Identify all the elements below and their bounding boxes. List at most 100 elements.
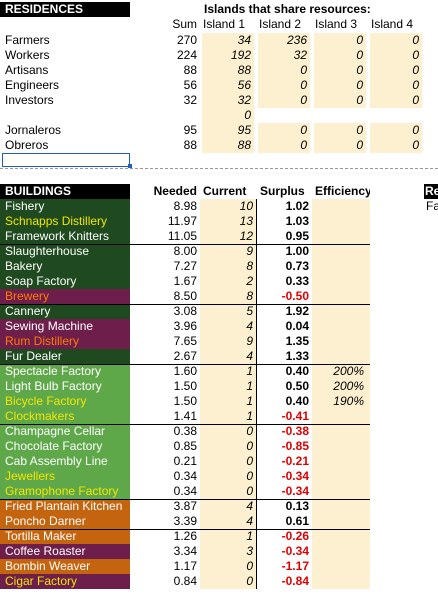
- building-name[interactable]: Cannery: [0, 304, 130, 319]
- building-current[interactable]: 10: [200, 199, 256, 214]
- island-4-count[interactable]: [370, 108, 422, 123]
- building-current[interactable]: 1: [200, 394, 256, 409]
- building-surplus[interactable]: 0.04: [256, 319, 312, 334]
- building-efficiency[interactable]: [312, 274, 370, 289]
- island-3-count[interactable]: 0: [314, 123, 366, 138]
- building-efficiency[interactable]: [312, 424, 370, 439]
- residence-sum[interactable]: [130, 108, 200, 123]
- building-current[interactable]: 9: [200, 334, 256, 349]
- building-surplus[interactable]: -0.50: [256, 289, 312, 304]
- building-surplus[interactable]: 0.95: [256, 229, 312, 244]
- island-1-count[interactable]: 32: [202, 93, 254, 108]
- building-needed[interactable]: 3.08: [173, 304, 197, 318]
- building-name[interactable]: Fur Dealer: [0, 349, 130, 364]
- building-efficiency[interactable]: [312, 544, 370, 559]
- selected-cell[interactable]: [2, 153, 130, 167]
- residence-name[interactable]: Investors: [5, 93, 54, 107]
- island-3-count[interactable]: 0: [314, 33, 366, 48]
- building-surplus[interactable]: 1.00: [256, 244, 312, 259]
- building-efficiency[interactable]: [312, 484, 370, 499]
- building-surplus[interactable]: -0.34: [256, 484, 312, 499]
- building-surplus[interactable]: 1.33: [256, 349, 312, 364]
- building-needed[interactable]: 3.87: [173, 499, 197, 513]
- building-surplus[interactable]: 0.61: [256, 514, 312, 529]
- building-efficiency[interactable]: [312, 409, 370, 424]
- island-4-count[interactable]: 0: [370, 63, 422, 78]
- island-2-count[interactable]: 32: [258, 48, 310, 63]
- building-needed[interactable]: 7.65: [173, 334, 197, 348]
- building-efficiency[interactable]: [312, 304, 370, 319]
- building-efficiency[interactable]: [312, 289, 370, 304]
- residence-name[interactable]: Obreros: [5, 138, 49, 152]
- residence-name[interactable]: Farmers: [5, 33, 50, 47]
- building-name[interactable]: Bakery: [0, 259, 130, 274]
- island-2-count[interactable]: 0: [258, 123, 310, 138]
- building-efficiency[interactable]: [312, 499, 370, 514]
- island-3-count[interactable]: 0: [314, 138, 366, 153]
- island-4-count[interactable]: 0: [370, 93, 422, 108]
- island-4-count[interactable]: 0: [370, 78, 422, 93]
- building-current[interactable]: 0: [200, 574, 256, 589]
- building-surplus[interactable]: -1.17: [256, 559, 312, 574]
- residence-sum[interactable]: 32: [183, 93, 197, 107]
- building-name[interactable]: Bicycle Factory: [0, 394, 130, 409]
- building-current[interactable]: 0: [200, 559, 256, 574]
- building-name[interactable]: Brewery: [0, 289, 130, 304]
- building-current[interactable]: 12: [200, 229, 256, 244]
- building-efficiency[interactable]: [312, 244, 370, 259]
- building-surplus[interactable]: 1.92: [256, 304, 312, 319]
- building-needed[interactable]: 0.34: [173, 469, 197, 483]
- building-name[interactable]: Cab Assembly Line: [0, 454, 130, 469]
- building-needed[interactable]: 8.00: [173, 244, 197, 258]
- island-3-count[interactable]: [314, 108, 366, 123]
- building-surplus[interactable]: -0.84: [256, 574, 312, 589]
- building-needed[interactable]: 8.98: [173, 199, 197, 213]
- residence-name[interactable]: Artisans: [5, 63, 49, 77]
- building-current[interactable]: 13: [200, 214, 256, 229]
- building-surplus[interactable]: -0.34: [256, 469, 312, 484]
- island-4-count[interactable]: 0: [370, 33, 422, 48]
- building-efficiency[interactable]: [312, 559, 370, 574]
- island-2-count[interactable]: 0: [258, 63, 310, 78]
- building-name[interactable]: Poncho Darner: [0, 514, 130, 529]
- building-needed[interactable]: 7.27: [173, 259, 197, 273]
- building-name[interactable]: Light Bulb Factory: [0, 379, 130, 394]
- building-needed[interactable]: 11.97: [167, 214, 197, 228]
- building-surplus[interactable]: -0.38: [256, 424, 312, 439]
- residence-name[interactable]: Engineers: [5, 78, 60, 92]
- building-name[interactable]: Tortilla Maker: [0, 529, 130, 544]
- building-surplus[interactable]: 0.13: [256, 499, 312, 514]
- building-surplus[interactable]: 0.40: [256, 364, 312, 379]
- building-efficiency[interactable]: [312, 469, 370, 484]
- island-2-count[interactable]: 0: [258, 78, 310, 93]
- building-current[interactable]: 8: [200, 259, 256, 274]
- building-current[interactable]: 4: [200, 499, 256, 514]
- building-efficiency[interactable]: [312, 229, 370, 244]
- building-efficiency[interactable]: [312, 574, 370, 589]
- building-efficiency[interactable]: [312, 319, 370, 334]
- building-name[interactable]: Fried Plantain Kitchen: [0, 499, 130, 514]
- island-2-count[interactable]: 236: [258, 33, 310, 48]
- building-name[interactable]: Champagne Cellar: [0, 424, 130, 439]
- residence-sum[interactable]: 88: [183, 138, 197, 152]
- island-1-count[interactable]: 34: [202, 33, 254, 48]
- building-surplus[interactable]: 0.50: [256, 379, 312, 394]
- building-current[interactable]: 4: [200, 514, 256, 529]
- building-needed[interactable]: 0.84: [173, 574, 197, 588]
- building-current[interactable]: 0: [200, 439, 256, 454]
- building-name[interactable]: Coffee Roaster: [0, 544, 130, 559]
- building-current[interactable]: 4: [200, 319, 256, 334]
- building-current[interactable]: 4: [200, 349, 256, 364]
- island-3-count[interactable]: 0: [314, 78, 366, 93]
- building-current[interactable]: 2: [200, 274, 256, 289]
- building-efficiency[interactable]: [312, 514, 370, 529]
- building-current[interactable]: 1: [200, 529, 256, 544]
- building-surplus[interactable]: 1.35: [256, 334, 312, 349]
- building-needed[interactable]: 1.17: [173, 559, 197, 573]
- building-current[interactable]: 1: [200, 379, 256, 394]
- building-efficiency[interactable]: [312, 439, 370, 454]
- building-name[interactable]: Jewellers: [0, 469, 130, 484]
- building-needed[interactable]: 0.21: [173, 454, 197, 468]
- building-needed[interactable]: 1.50: [173, 379, 197, 393]
- building-efficiency[interactable]: [312, 214, 370, 229]
